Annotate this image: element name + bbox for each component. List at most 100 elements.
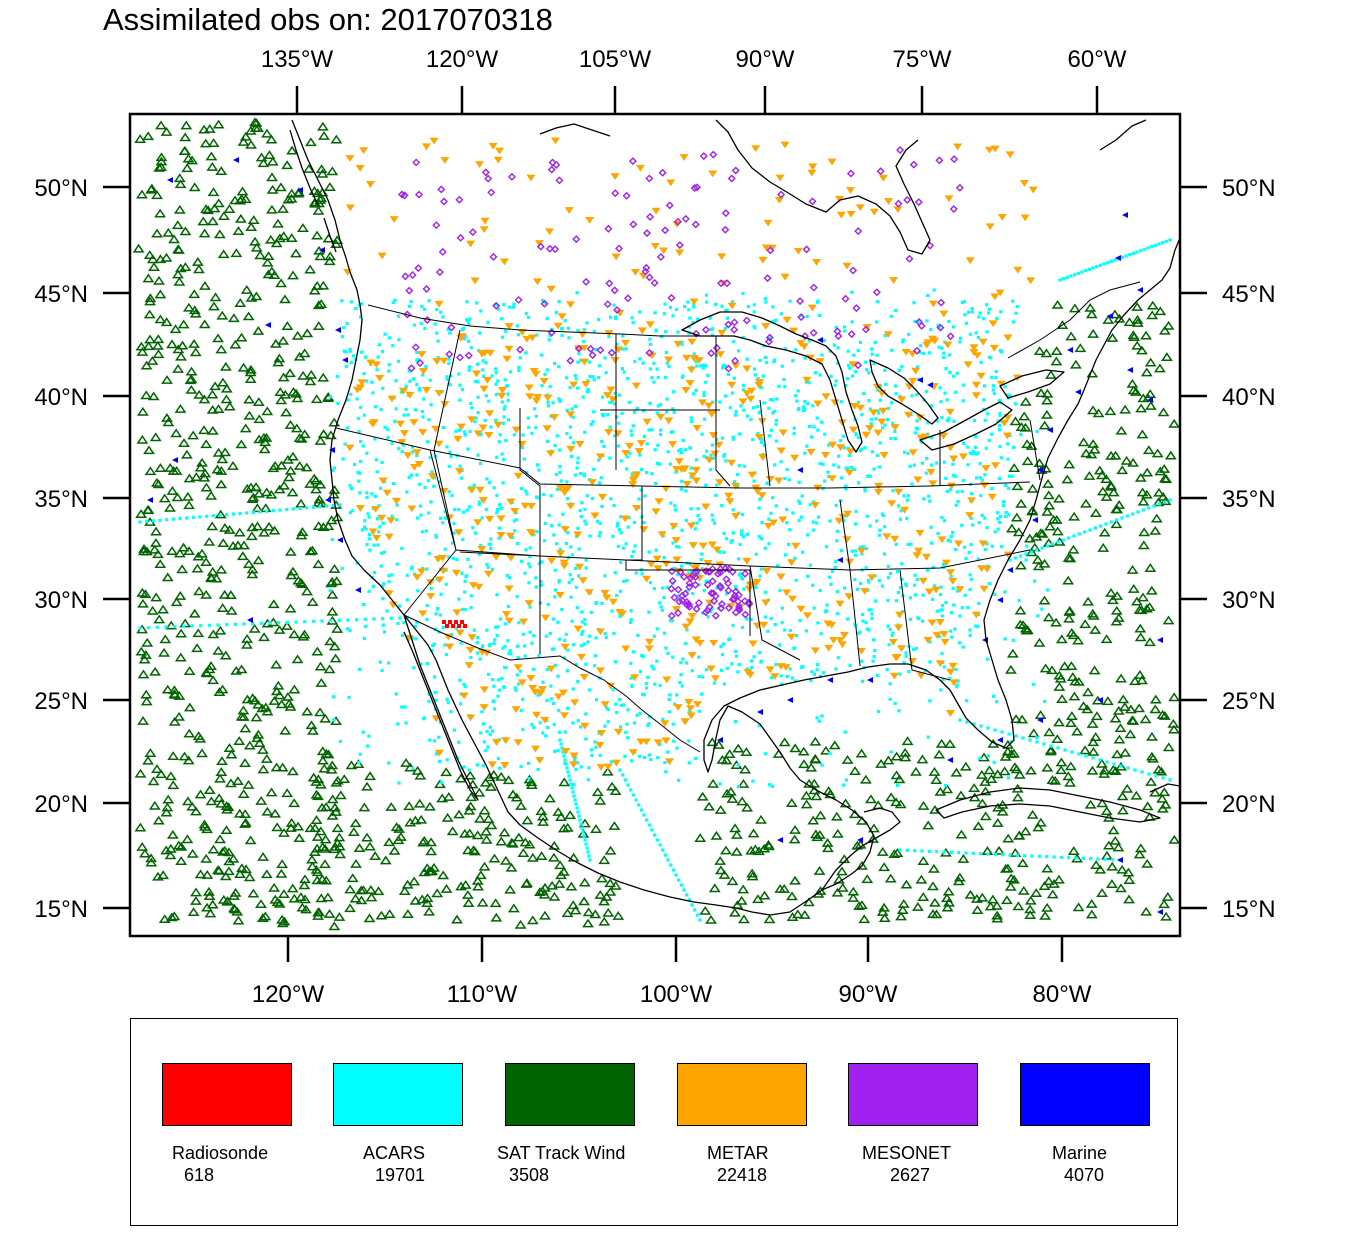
obs-point — [1153, 487, 1165, 497]
obs-point — [633, 544, 637, 548]
obs-point — [1100, 806, 1113, 816]
obs-point — [371, 361, 381, 369]
obs-point — [1080, 270, 1084, 274]
obs-point — [760, 520, 764, 525]
obs-point — [151, 190, 163, 200]
obs-point — [1015, 304, 1019, 309]
obs-point — [501, 481, 505, 485]
legend-item-marine: Marine 4070 — [1020, 1063, 1150, 1185]
obs-point — [560, 326, 564, 331]
obs-point — [255, 899, 267, 909]
obs-point — [187, 430, 200, 440]
obs-point — [489, 425, 493, 429]
obs-point — [537, 562, 541, 566]
obs-point — [1024, 895, 1037, 905]
obs-point — [1073, 273, 1077, 277]
left-lat-label: 20°N — [34, 791, 88, 818]
obs-point — [566, 497, 570, 501]
obs-point — [502, 457, 506, 462]
obs-point — [579, 822, 583, 826]
obs-point — [852, 304, 861, 313]
obs-point — [911, 647, 916, 652]
obs-point — [1028, 542, 1041, 552]
obs-point — [439, 357, 449, 365]
obs-point — [668, 305, 673, 309]
obs-point — [970, 492, 974, 496]
obs-point — [926, 735, 930, 739]
obs-point — [588, 858, 592, 862]
obs-point — [961, 399, 965, 403]
obs-point — [468, 505, 472, 509]
obs-point — [816, 428, 820, 432]
obs-point — [1033, 346, 1046, 356]
obs-point — [442, 792, 455, 801]
obs-point — [275, 395, 288, 405]
obs-point — [1064, 777, 1077, 787]
obs-point — [1096, 486, 1109, 496]
obs-point — [513, 686, 517, 690]
obs-point — [856, 631, 861, 635]
obs-point — [869, 208, 879, 216]
obs-point — [978, 756, 982, 760]
obs-point — [539, 377, 549, 385]
obs-point — [579, 725, 583, 729]
obs-point — [1077, 532, 1081, 536]
obs-point — [377, 514, 387, 522]
obs-point — [921, 593, 925, 597]
obs-point — [171, 517, 175, 521]
obs-point — [994, 369, 998, 374]
obs-point — [461, 890, 474, 899]
obs-point — [867, 371, 871, 375]
obs-point — [921, 553, 931, 561]
obs-point — [985, 330, 989, 334]
obs-point — [630, 475, 640, 482]
obs-point — [650, 472, 654, 476]
obs-point — [999, 310, 1003, 314]
obs-point — [1115, 425, 1128, 435]
obs-point — [882, 755, 895, 765]
obs-point — [358, 491, 362, 495]
obs-point — [581, 380, 591, 388]
legend-label: METAR — [707, 1143, 769, 1163]
obs-point — [551, 617, 555, 621]
obs-point — [205, 796, 218, 806]
obs-point — [755, 405, 760, 409]
obs-point — [664, 770, 668, 774]
obs-point — [731, 531, 736, 535]
obs-point — [758, 497, 762, 501]
obs-point — [590, 512, 600, 520]
obs-point — [379, 407, 383, 412]
obs-point — [546, 725, 550, 730]
obs-point — [1140, 906, 1153, 916]
obs-point — [724, 586, 733, 595]
obs-point — [1146, 731, 1158, 741]
obs-point — [1104, 522, 1108, 526]
obs-point — [630, 683, 634, 687]
obs-point — [1021, 439, 1034, 449]
obs-point — [1163, 500, 1167, 504]
obs-point — [690, 419, 694, 424]
obs-point — [445, 624, 449, 628]
obs-point — [1010, 764, 1023, 774]
obs-point — [971, 851, 975, 855]
obs-point — [731, 362, 741, 370]
obs-point — [873, 340, 877, 345]
obs-point — [635, 164, 645, 172]
obs-point — [595, 628, 605, 636]
obs-point — [508, 370, 513, 374]
obs-point — [740, 625, 745, 630]
obs-point — [516, 541, 520, 546]
obs-point — [733, 584, 738, 589]
obs-point — [995, 511, 1000, 515]
obs-point — [758, 454, 768, 461]
obs-point — [685, 602, 694, 611]
obs-point — [856, 860, 868, 870]
obs-point — [610, 400, 614, 404]
obs-point — [580, 632, 584, 636]
obs-point — [506, 398, 510, 403]
obs-point — [532, 278, 542, 286]
obs-point — [536, 693, 540, 697]
obs-point — [1109, 450, 1122, 460]
obs-point — [974, 452, 979, 456]
obs-point — [575, 466, 579, 470]
